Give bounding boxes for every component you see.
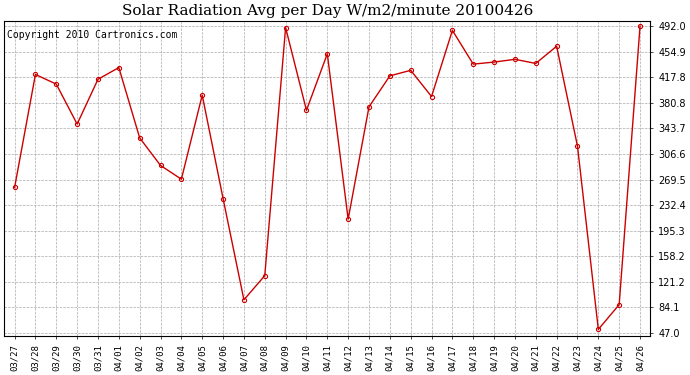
Title: Solar Radiation Avg per Day W/m2/minute 20100426: Solar Radiation Avg per Day W/m2/minute … — [121, 4, 533, 18]
Text: Copyright 2010 Cartronics.com: Copyright 2010 Cartronics.com — [8, 30, 178, 40]
